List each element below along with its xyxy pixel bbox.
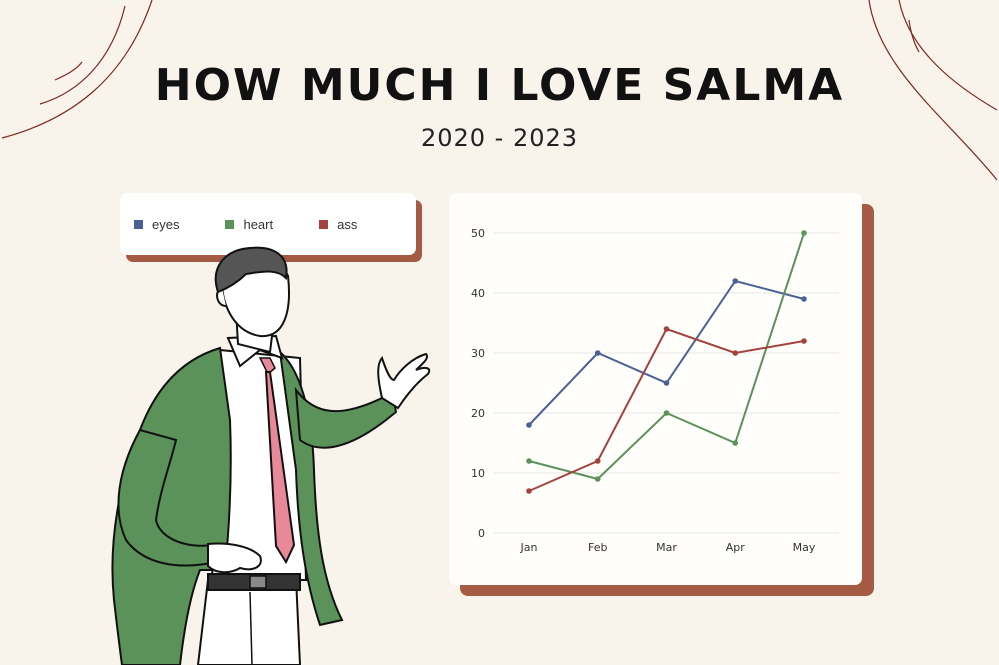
series-line-heart xyxy=(528,232,805,481)
x-tick-label-may: May xyxy=(793,541,816,554)
y-tick-label-10: 10 xyxy=(471,467,485,480)
page-title: HOW MUCH I LOVE SALMA xyxy=(154,60,845,111)
data-point-heart-jan xyxy=(526,458,532,464)
data-point-eyes-apr xyxy=(732,278,739,284)
legend-swatch-heart xyxy=(225,219,235,229)
x-tick-label-feb: Feb xyxy=(588,541,607,554)
legend-label-heart: heart xyxy=(243,216,274,232)
legend-item-eyes: eyes xyxy=(134,217,179,232)
y-tick-label-30: 30 xyxy=(471,347,485,360)
legend-label-ass: ass xyxy=(337,216,358,232)
data-point-ass-jan xyxy=(526,488,532,494)
data-point-ass-mar xyxy=(663,326,670,332)
y-tick-label-40: 40 xyxy=(471,287,485,300)
line-chart: 0 10 20 30 40 50 Jan Feb Mar Apr May xyxy=(471,227,839,554)
data-point-eyes-feb xyxy=(594,350,601,356)
data-point-ass-feb xyxy=(594,458,601,464)
legend-swatch-ass xyxy=(319,219,329,229)
data-point-eyes-mar xyxy=(663,380,670,386)
x-tick-label-mar: Mar xyxy=(656,541,677,554)
data-point-ass-apr xyxy=(732,350,739,356)
x-tick-label-apr: Apr xyxy=(726,541,746,554)
data-point-eyes-jan xyxy=(526,422,532,428)
y-tick-label-20: 20 xyxy=(471,407,485,420)
data-point-heart-mar xyxy=(663,410,670,416)
data-point-heart-may xyxy=(801,230,807,236)
page-subtitle: 2020 - 2023 xyxy=(420,124,579,152)
legend-swatch-eyes xyxy=(134,219,143,229)
presenter-illustration xyxy=(111,246,431,665)
data-point-ass-may xyxy=(801,338,807,344)
chart-card: 0 10 20 30 40 50 Jan Feb Mar Apr May xyxy=(449,193,862,585)
legend-item-ass: ass xyxy=(319,217,357,232)
chart-legend: eyes heart ass xyxy=(120,193,416,255)
y-tick-label-50: 50 xyxy=(471,227,485,240)
data-point-eyes-may xyxy=(801,296,807,302)
data-point-heart-apr xyxy=(732,440,739,446)
x-tick-label-jan: Jan xyxy=(520,541,538,554)
legend-label-eyes: eyes xyxy=(152,216,180,232)
data-point-heart-feb xyxy=(594,476,601,482)
legend-item-heart: heart xyxy=(225,217,273,232)
y-tick-label-0: 0 xyxy=(478,527,485,540)
